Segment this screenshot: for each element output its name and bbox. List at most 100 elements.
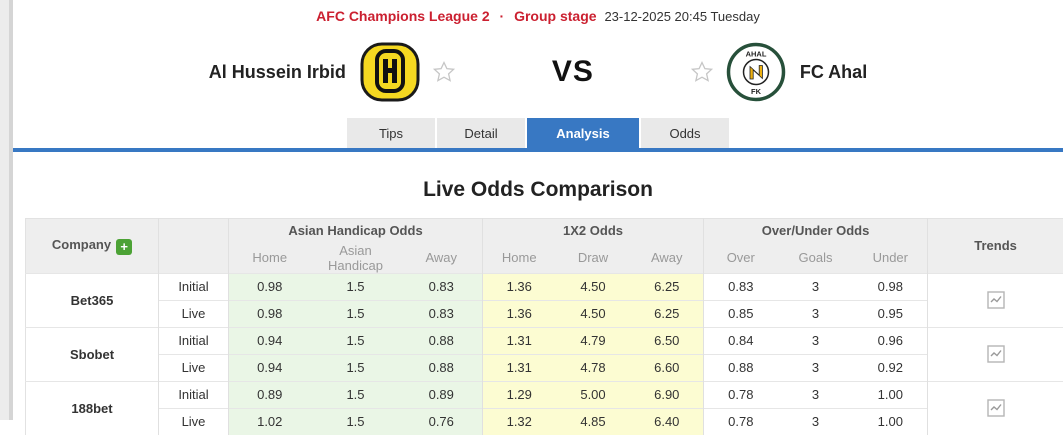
- ou-over-header: Over: [704, 243, 778, 274]
- away-favorite-star-icon[interactable]: [690, 60, 714, 84]
- tab-bar: Tips Detail Analysis Odds: [13, 118, 1063, 152]
- league-name: AFC Champions League 2: [316, 8, 489, 24]
- odds-value: 1.5: [311, 327, 401, 354]
- ou-under-header: Under: [854, 243, 928, 274]
- ah-home-header: Home: [229, 243, 311, 274]
- ou-goals-header: Goals: [778, 243, 854, 274]
- odds-value: 1.5: [311, 408, 401, 435]
- odds-value: 0.98: [854, 273, 928, 300]
- odds-value: 6.60: [631, 354, 704, 381]
- table-row: Sbobet Initial 0.94 1.5 0.88 1.31 4.79 6…: [26, 327, 1063, 354]
- odds-value: 0.83: [704, 273, 778, 300]
- odds-value: 6.25: [631, 273, 704, 300]
- odds-value: 4.50: [556, 300, 631, 327]
- tab-detail[interactable]: Detail: [437, 118, 525, 148]
- odds-value: 0.96: [854, 327, 928, 354]
- odds-value: 0.78: [704, 381, 778, 408]
- line-label: Initial: [159, 273, 229, 300]
- league-header: AFC Champions League 2 · Group stage 23-…: [13, 0, 1063, 24]
- company-name: Bet365: [26, 273, 159, 327]
- odds-value: 0.89: [229, 381, 311, 408]
- trend-chart-icon: [987, 345, 1005, 363]
- odds-value: 0.95: [854, 300, 928, 327]
- odds-value: 1.00: [854, 408, 928, 435]
- live-odds-table: Company+ Asian Handicap Odds 1X2 Odds Ov…: [25, 218, 1063, 435]
- odds-value: 3: [778, 354, 854, 381]
- odds-value: 3: [778, 273, 854, 300]
- odds-value: 0.76: [401, 408, 483, 435]
- odds-value: 1.29: [483, 381, 556, 408]
- away-logo-top-text: AHAL: [745, 50, 766, 59]
- trends-chart-button[interactable]: [928, 273, 1063, 327]
- odds-value: 5.00: [556, 381, 631, 408]
- odds-value: 1.5: [311, 273, 401, 300]
- table-row: Live 0.94 1.5 0.88 1.31 4.78 6.60 0.88 3…: [26, 354, 1063, 381]
- tab-analysis[interactable]: Analysis: [527, 118, 639, 148]
- odds-value: 0.98: [229, 273, 311, 300]
- trends-chart-button[interactable]: [928, 327, 1063, 381]
- table-row: Live 0.98 1.5 0.83 1.36 4.50 6.25 0.85 3…: [26, 300, 1063, 327]
- odds-value: 6.90: [631, 381, 704, 408]
- odds-value: 1.36: [483, 300, 556, 327]
- trends-column-header: Trends: [928, 219, 1063, 274]
- page-left-gutter: [0, 0, 9, 420]
- odds-value: 6.25: [631, 300, 704, 327]
- home-favorite-star-icon[interactable]: [432, 60, 456, 84]
- odds-value: 0.88: [704, 354, 778, 381]
- company-header-label: Company: [52, 237, 111, 252]
- vs-label: VS: [552, 55, 594, 89]
- x12-away-header: Away: [631, 243, 704, 274]
- odds-value: 6.50: [631, 327, 704, 354]
- trend-chart-icon: [987, 291, 1005, 309]
- line-label: Live: [159, 408, 229, 435]
- trends-chart-button[interactable]: [928, 381, 1063, 435]
- odds-value: 1.31: [483, 354, 556, 381]
- line-type-column-header: [159, 219, 229, 274]
- odds-value: 4.50: [556, 273, 631, 300]
- x12-home-header: Home: [483, 243, 556, 274]
- match-header: Al Hussein Irbid VS AHAL FK FC Ahal: [13, 36, 1063, 108]
- odds-value: 3: [778, 381, 854, 408]
- odds-value: 3: [778, 408, 854, 435]
- add-company-button[interactable]: +: [116, 239, 132, 255]
- trend-chart-icon: [987, 399, 1005, 417]
- odds-value: 1.5: [311, 300, 401, 327]
- odds-value: 0.85: [704, 300, 778, 327]
- odds-value: 0.98: [229, 300, 311, 327]
- odds-value: 0.88: [401, 354, 483, 381]
- line-label: Initial: [159, 381, 229, 408]
- ah-away-header: Away: [401, 243, 483, 274]
- odds-value: 0.94: [229, 327, 311, 354]
- section-title: Live Odds Comparison: [13, 178, 1063, 202]
- odds-value: 0.88: [401, 327, 483, 354]
- tab-tips[interactable]: Tips: [347, 118, 435, 148]
- odds-value: 4.78: [556, 354, 631, 381]
- over-under-group-header: Over/Under Odds: [704, 219, 928, 243]
- home-team-name: Al Hussein Irbid: [209, 62, 346, 83]
- odds-value: 0.78: [704, 408, 778, 435]
- company-name: 188bet: [26, 381, 159, 435]
- odds-value: 0.92: [854, 354, 928, 381]
- line-label: Live: [159, 300, 229, 327]
- odds-value: 0.94: [229, 354, 311, 381]
- odds-value: 0.89: [401, 381, 483, 408]
- odds-value: 3: [778, 327, 854, 354]
- home-team-logo: [360, 42, 420, 102]
- line-label: Live: [159, 354, 229, 381]
- odds-value: 0.83: [401, 300, 483, 327]
- company-column-header: Company +: [26, 219, 159, 274]
- tab-odds[interactable]: Odds: [641, 118, 729, 148]
- away-logo-bottom-text: FK: [751, 87, 762, 96]
- odds-value: 1.5: [311, 354, 401, 381]
- odds-value: 3: [778, 300, 854, 327]
- odds-value: 0.84: [704, 327, 778, 354]
- x12-draw-header: Draw: [556, 243, 631, 274]
- match-datetime: 23-12-2025 20:45 Tuesday: [604, 9, 759, 24]
- odds-value: 1.5: [311, 381, 401, 408]
- away-team-logo: AHAL FK: [726, 42, 786, 102]
- odds-value: 1.36: [483, 273, 556, 300]
- line-label: Initial: [159, 327, 229, 354]
- odds-value: 0.83: [401, 273, 483, 300]
- odds-value: 1.31: [483, 327, 556, 354]
- away-team-name: FC Ahal: [800, 62, 867, 83]
